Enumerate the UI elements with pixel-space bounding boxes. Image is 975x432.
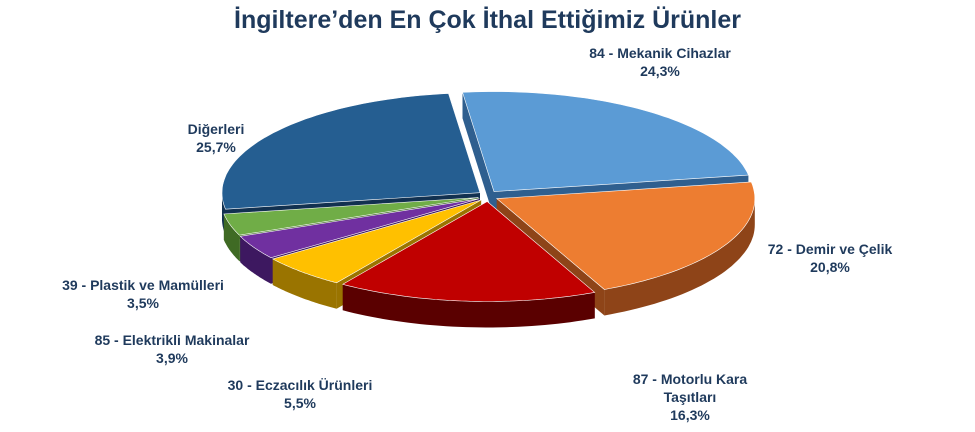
slice-side-2 — [342, 284, 595, 328]
slice-value-label-4: 3,9% — [156, 350, 188, 366]
pie-slice-4 — [239, 198, 480, 259]
slice-category-label-4: 85 - Elektrikli Makinalar — [95, 332, 250, 348]
slice-value-label-6: 25,7% — [196, 139, 236, 155]
slice-wall-0-0 — [462, 92, 494, 218]
slice-side-1 — [604, 198, 755, 316]
slice-value-label-0: 24,3% — [640, 63, 680, 79]
pie-slice-5 — [223, 197, 479, 236]
slice-category-label-0: 84 - Mekanik Cihazlar — [589, 45, 731, 61]
pie-slice-2 — [342, 201, 596, 302]
slice-category-label-2: 87 - Motorlu Kara — [633, 371, 748, 387]
pie-slice-6 — [221, 93, 481, 210]
slice-category-label-5: 39 - Plastik ve Mamülleri — [62, 277, 224, 293]
slice-value-label-5: 3,5% — [127, 295, 159, 311]
slice-category-label-1: 72 - Demir ve Çelik — [768, 241, 893, 257]
pie-slice-1 — [496, 181, 756, 290]
slice-value-label-2: 16,3% — [670, 407, 710, 423]
slice-category-label-2: Taşıtları — [664, 389, 717, 405]
slice-category-label-6: Diğerleri — [188, 121, 245, 137]
pie-slice-3 — [271, 199, 482, 284]
slice-value-label-3: 5,5% — [284, 395, 316, 411]
slice-value-label-1: 20,8% — [810, 259, 850, 275]
slice-category-label-3: 30 - Eczacılık Ürünleri — [228, 377, 373, 393]
chart-title: İngiltere’den En Çok İthal Ettiğimiz Ürü… — [234, 6, 741, 34]
pie-slice-0 — [462, 91, 749, 192]
